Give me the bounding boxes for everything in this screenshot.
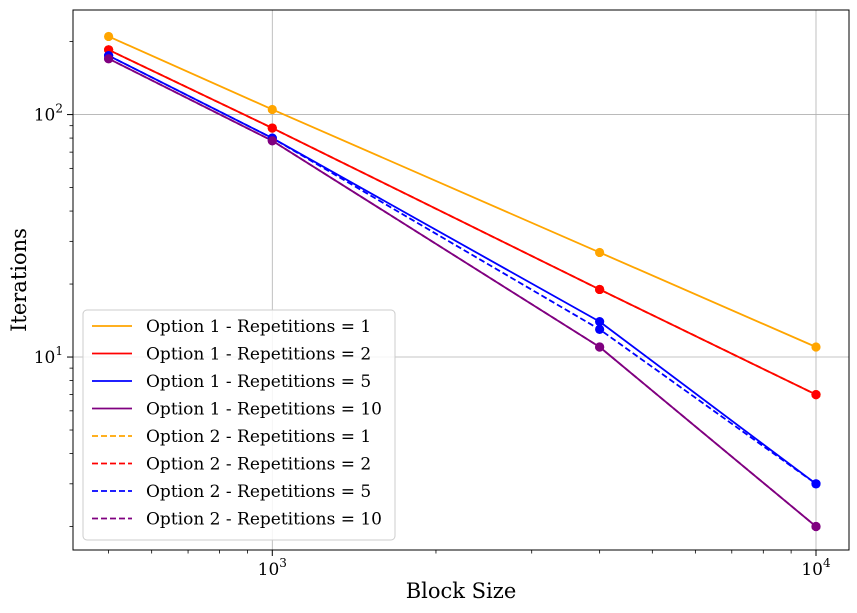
- data-point: [267, 136, 277, 146]
- x-tick-labels: 103 104: [258, 556, 831, 580]
- x-tick-label: 103: [258, 556, 287, 580]
- x-tick-label: 104: [801, 556, 831, 580]
- series-line-1: [108, 35, 817, 348]
- series-line-6: [108, 48, 817, 396]
- data-point: [811, 389, 821, 400]
- data-point: [811, 479, 821, 489]
- series-lines: [108, 35, 817, 528]
- legend-entries: Option 1 - Repetitions = 1 Option 1 - Rep…: [92, 317, 382, 530]
- y-tick-label: 101: [34, 344, 63, 368]
- y-tick-labels: 101 102: [34, 102, 63, 368]
- data-point: [595, 284, 605, 295]
- data-point: [104, 31, 114, 42]
- legend-label: Option 1 - Repetitions = 5: [146, 372, 371, 392]
- legend-label: Option 1 - Repetitions = 2: [146, 345, 371, 365]
- legend-label: Option 2 - Repetitions = 10: [146, 510, 382, 530]
- data-point: [595, 324, 605, 335]
- data-point: [811, 521, 821, 532]
- data-point: [104, 54, 114, 64]
- data-point: [595, 247, 605, 258]
- legend-box: [82, 309, 396, 541]
- series-line-8: [108, 57, 817, 528]
- y-axis-label: Iterations: [7, 228, 31, 332]
- legend: Option 1 - Repetitions = 1 Option 1 - Rep…: [82, 309, 396, 541]
- legend-label: Option 2 - Repetitions = 1: [146, 427, 371, 447]
- series-line-7: [108, 54, 817, 485]
- legend-label: Option 1 - Repetitions = 10: [146, 400, 382, 420]
- x-axis-label: Block Size: [406, 579, 517, 603]
- y-tick-label: 102: [34, 102, 63, 126]
- series-points: [104, 31, 821, 532]
- data-point: [267, 123, 277, 133]
- legend-label: Option 2 - Repetitions = 2: [146, 455, 371, 475]
- data-point: [267, 104, 277, 115]
- legend-label: Option 1 - Repetitions = 1: [146, 317, 371, 337]
- plot-frame: [72, 9, 850, 551]
- legend-label: Option 2 - Repetitions = 5: [146, 482, 371, 502]
- data-point: [595, 342, 605, 352]
- minor-ticks: [69, 41, 792, 554]
- data-point: [595, 317, 605, 327]
- data-point: [811, 342, 821, 352]
